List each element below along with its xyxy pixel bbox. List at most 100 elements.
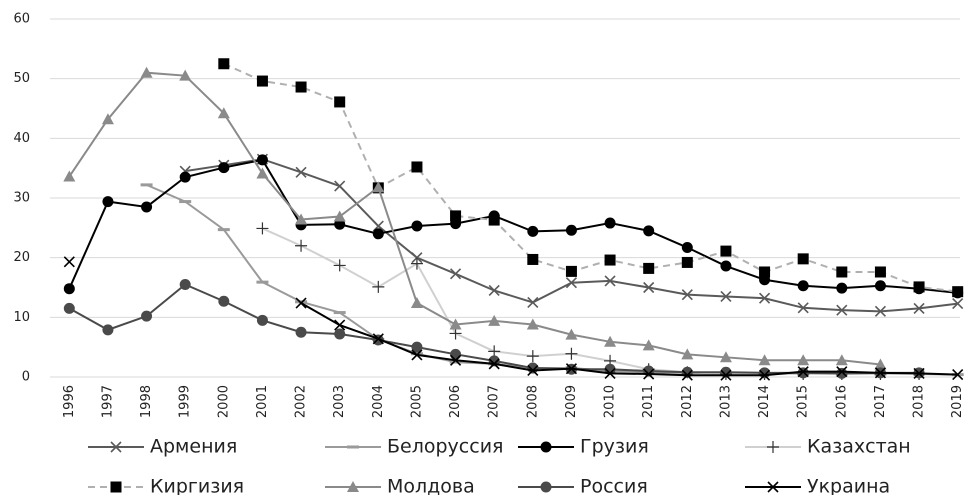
marker	[874, 266, 886, 278]
marker	[604, 367, 616, 379]
marker	[797, 253, 809, 265]
marker	[719, 351, 732, 363]
line	[223, 62, 958, 293]
series	[63, 66, 887, 370]
marker	[604, 217, 616, 229]
marker	[63, 283, 75, 295]
marker	[488, 214, 500, 226]
legend-label: Белоруссия	[387, 436, 503, 458]
marker	[101, 113, 114, 125]
marker	[179, 69, 192, 81]
line	[262, 227, 920, 376]
marker	[526, 350, 539, 363]
legend-label: Украина	[807, 476, 890, 495]
series	[140, 183, 964, 377]
marker	[565, 363, 578, 375]
marker	[449, 354, 462, 366]
legend-item: Казахстан	[745, 436, 911, 458]
legend-item: Киргизия	[88, 476, 244, 495]
marker	[217, 107, 230, 119]
x-tick-label: 2008	[525, 385, 540, 418]
marker	[720, 245, 732, 257]
marker	[450, 348, 462, 360]
line	[68, 158, 958, 294]
y-tick-label: 40	[13, 131, 30, 146]
line	[146, 183, 958, 376]
marker	[759, 367, 771, 379]
marker	[720, 369, 732, 381]
marker	[836, 367, 848, 379]
marker	[952, 369, 964, 381]
legend-marker	[347, 481, 359, 492]
x-tick-label: 1997	[100, 385, 115, 418]
marker	[565, 328, 578, 340]
marker	[835, 354, 848, 366]
legend-item: Армения	[88, 436, 237, 458]
x-tick-label: 1996	[62, 385, 77, 418]
marker	[488, 314, 501, 326]
legend-item: Белоруссия	[325, 436, 503, 458]
legend-item: Украина	[745, 476, 890, 495]
legend-label: Молдова	[387, 476, 475, 495]
marker	[141, 310, 153, 322]
marker	[256, 222, 269, 235]
marker	[411, 161, 423, 173]
marker	[874, 367, 887, 379]
marker	[797, 280, 809, 292]
marker	[102, 196, 114, 208]
legend-marker	[767, 441, 779, 453]
line	[300, 302, 958, 377]
marker	[140, 66, 153, 78]
marker	[372, 228, 384, 240]
legend-item: Россия	[518, 476, 648, 495]
marker	[295, 81, 307, 93]
x-tick-label: 2013	[718, 385, 733, 418]
marker	[527, 296, 539, 308]
marker	[372, 280, 385, 293]
marker	[797, 367, 809, 379]
legend-item: Грузия	[518, 436, 649, 458]
marker	[410, 257, 423, 270]
marker	[488, 284, 500, 297]
x-tick-label: 2016	[834, 385, 849, 418]
marker	[913, 302, 925, 314]
marker	[102, 324, 114, 336]
x-tick-label: 2000	[216, 385, 231, 418]
marker	[488, 345, 501, 358]
marker	[334, 96, 346, 108]
y-tick-label: 10	[13, 310, 30, 325]
x-tick-label: 2004	[371, 385, 386, 418]
marker	[604, 363, 616, 375]
marker	[681, 256, 693, 268]
marker	[643, 262, 655, 274]
x-tick-label: 2018	[912, 385, 927, 418]
marker	[372, 181, 385, 193]
marker	[179, 171, 191, 183]
marker	[411, 341, 423, 353]
marker	[295, 297, 307, 309]
marker	[256, 314, 268, 326]
y-tick-label: 30	[13, 191, 30, 206]
marker	[758, 354, 771, 366]
x-tick-label: 2011	[641, 385, 656, 418]
marker	[565, 265, 577, 277]
legend-label: Грузия	[580, 436, 649, 458]
marker	[410, 297, 423, 309]
marker	[797, 302, 809, 314]
marker	[256, 75, 268, 87]
marker	[450, 210, 462, 222]
marker	[334, 180, 346, 192]
series	[63, 256, 964, 381]
x-tick-label: 2005	[409, 385, 424, 418]
marker	[952, 286, 964, 298]
y-tick-label: 20	[13, 250, 30, 265]
marker	[874, 358, 887, 370]
x-tick-label: 2003	[332, 385, 347, 418]
marker	[604, 335, 617, 347]
marker	[218, 58, 230, 70]
x-tick-label: 2002	[294, 385, 309, 418]
marker	[604, 275, 616, 287]
y-tick-label: 60	[13, 12, 30, 27]
marker	[758, 292, 771, 304]
marker	[295, 239, 308, 252]
